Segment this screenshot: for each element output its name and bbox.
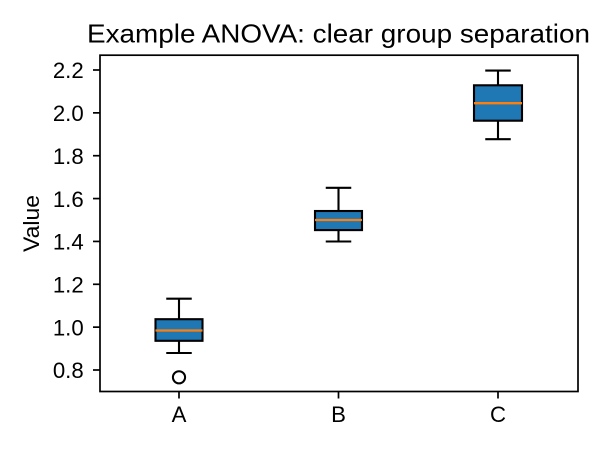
svg-text:1.4: 1.4 xyxy=(53,230,84,255)
svg-text:Value: Value xyxy=(19,195,44,252)
svg-text:0.8: 0.8 xyxy=(53,358,84,383)
svg-text:C: C xyxy=(490,402,506,427)
svg-text:1.0: 1.0 xyxy=(53,315,84,340)
svg-text:1.6: 1.6 xyxy=(53,187,84,212)
svg-text:2.0: 2.0 xyxy=(53,101,84,126)
svg-text:A: A xyxy=(172,402,187,427)
svg-text:2.2: 2.2 xyxy=(53,58,84,83)
svg-text:B: B xyxy=(331,402,346,427)
svg-text:Example ANOVA: clear group sep: Example ANOVA: clear group separation xyxy=(87,19,590,49)
svg-text:1.8: 1.8 xyxy=(53,144,84,169)
svg-text:1.2: 1.2 xyxy=(53,273,84,298)
